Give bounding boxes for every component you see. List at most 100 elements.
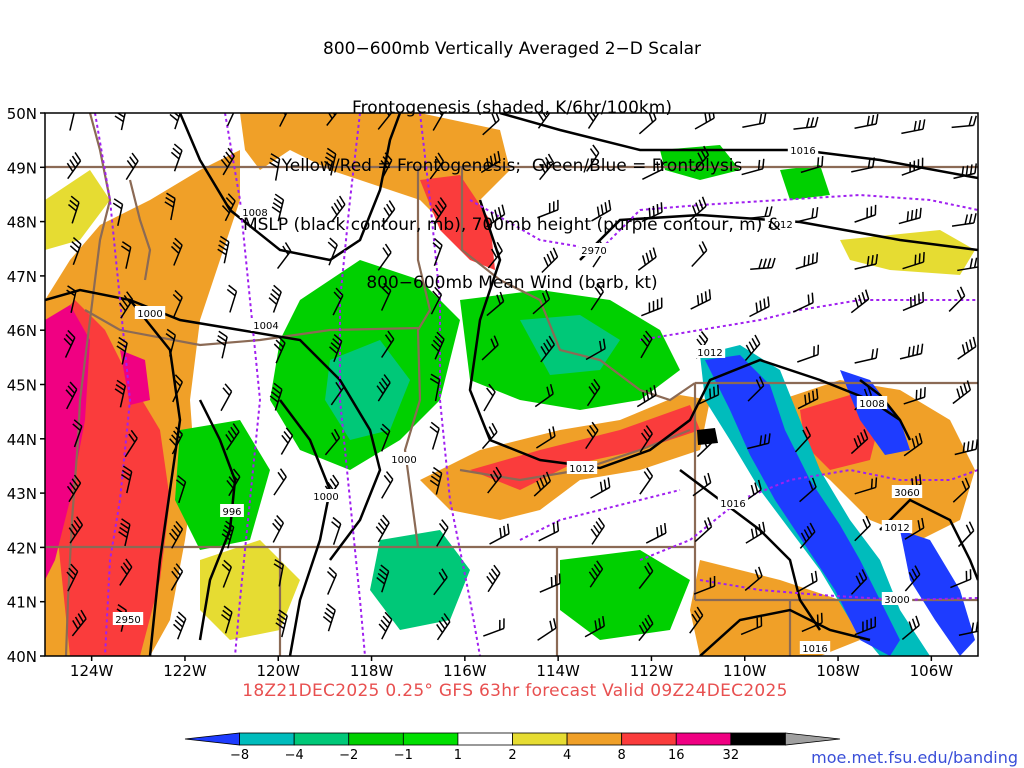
wind-barb [749,296,770,318]
wind-barb [481,335,499,361]
wind-barb [692,472,712,497]
shade-se-green [560,550,690,640]
wind-barb [273,468,287,496]
mslp-label-bg [694,345,726,358]
colorbar-segment [457,732,513,746]
wind-barb [432,113,445,131]
wind-barb [66,152,82,180]
wind-barb [854,515,871,542]
mslp-label: 996 [222,507,241,518]
wind-barb [639,425,653,453]
wind-barbs [63,113,978,642]
border-idaho-east [460,167,696,402]
mslp-label: 1016 [790,146,815,157]
colorbar-label: −4 [285,748,304,763]
wind-barb [694,517,713,543]
wind-barb [957,336,977,360]
height-label-bg [881,592,913,605]
lat-tick-label: 45N [7,377,37,395]
mslp-label: 1012 [697,348,722,359]
wind-barb [850,289,870,314]
wind-barb [483,383,496,412]
wind-barb [799,522,816,549]
credit-link[interactable]: moe.met.fsu.edu/banding [811,748,1018,767]
wind-barb [429,373,441,402]
border-wa-or [84,309,421,347]
wind-barb [584,616,605,638]
wind-barb [540,335,556,363]
wind-barb [901,615,920,641]
lat-tick-label: 46N [7,322,37,340]
wind-barb [275,609,288,638]
lat-tick-label: 41N [7,594,37,612]
lat-tick-label: 44N [7,431,37,449]
wind-barb [953,163,977,180]
shade-ws-green [370,530,470,630]
wind-barb [537,618,557,641]
wind-barb [221,559,232,588]
wind-barb [377,243,392,271]
wind-barb [689,606,704,634]
mslp-1000 [45,288,182,656]
wind-barb [271,193,285,222]
wind-barb [901,157,924,176]
wind-barb [797,388,819,410]
mslp-label: 1012 [569,464,594,475]
wind-barb [794,207,819,224]
mslp-label: 1004 [253,321,278,332]
frontogenesis-shading [45,113,975,656]
wind-barb [854,616,877,636]
wind-barb [800,156,824,174]
height-label: 3060 [894,488,919,499]
wind-barb [429,152,445,180]
wind-barb [742,113,767,128]
wind-barb [69,237,82,266]
hgt-3000 [699,579,978,602]
wind-barb [950,569,972,589]
height-label: 2950 [115,615,140,626]
hgt-3 [339,113,366,656]
colorbar-segment [184,732,240,746]
wind-barb [534,384,554,408]
colorbar-label: −2 [339,748,358,763]
wind-barb [120,465,133,494]
colorbar-segment [785,732,841,746]
lon-tick-label: 110W [723,662,767,680]
colorbar: −8 −4 −2 −1 1 2 4 8 16 32 [184,732,841,763]
wind-barb [854,204,877,223]
wind-barb [645,523,667,544]
wind-barb [903,387,926,405]
wind-barb [220,147,235,176]
wind-barb [641,202,663,223]
wind-barb [639,467,654,495]
mslp-label-bg [310,489,342,502]
wind-barb [850,569,868,595]
lat-tick-label: 40N [7,648,37,666]
mslp-1008-east [859,379,912,441]
shade-se-orange [690,560,860,656]
colorbar-label: 4 [563,748,571,763]
wind-barb [72,419,83,448]
wind-barb [586,144,600,172]
wind-barb [747,376,765,402]
wind-barb [690,289,712,310]
wind-barb [430,286,443,315]
wind-barb [66,285,77,314]
wind-barb [693,145,710,173]
wind-barb [116,336,128,365]
colorbar-label: 2 [508,748,516,763]
wind-barb [226,284,238,313]
shade-ne-yellow [840,230,975,275]
mslp-label-bg [220,504,244,517]
wind-barb [380,152,393,181]
mslp-1016-south [699,608,871,656]
lon-tick-label: 106W [910,662,954,680]
wind-barb [588,560,604,588]
mslp-1012-north [579,213,978,261]
wind-barb [432,197,447,225]
wind-barb [375,514,390,543]
map-title: 800−600mb Vertically Averaged 2−D Scalar… [0,1,1024,313]
wind-barb [216,330,228,359]
wind-barb [276,242,292,269]
wind-barb [172,374,183,403]
